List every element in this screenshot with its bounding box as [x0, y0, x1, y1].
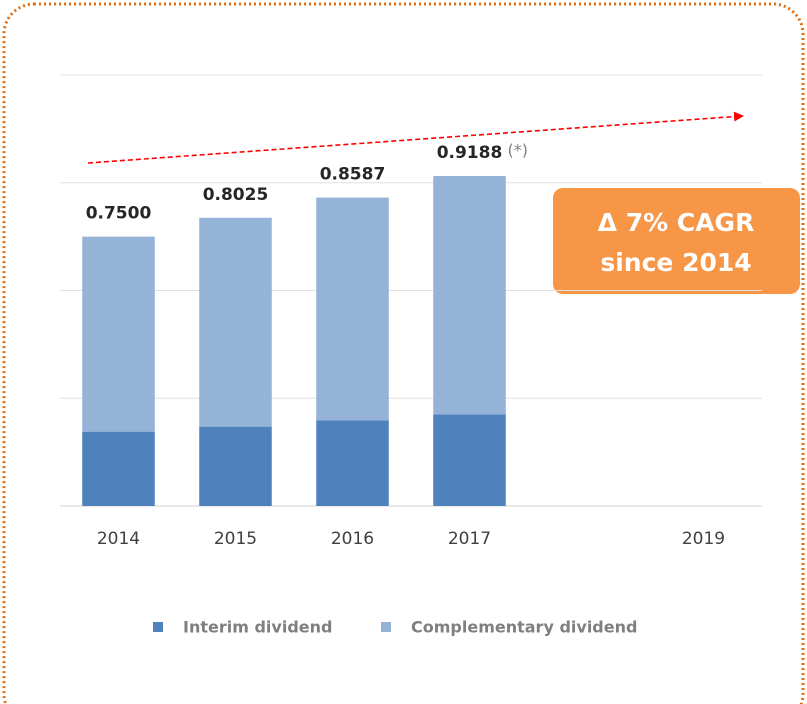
- callout-box: [553, 188, 800, 294]
- total-label: 0.7500: [86, 204, 152, 224]
- x-tick-label: 2014: [97, 529, 140, 549]
- legend-swatch: [153, 622, 163, 632]
- callout-text: Δ 7% CAGR: [598, 208, 755, 237]
- bar-segment: [199, 426, 272, 506]
- x-tick-label: 2017: [448, 529, 491, 549]
- legend-label: Complementary dividend: [411, 618, 637, 637]
- trend-arrow: [87, 111, 744, 164]
- bar-segment: [199, 217, 272, 427]
- x-tick-label: 2019: [682, 529, 725, 549]
- bar-segment: [433, 175, 506, 415]
- x-tick-label: 2016: [331, 529, 374, 549]
- bar-segment: [82, 431, 155, 506]
- bar-segment: [82, 236, 155, 432]
- bar-segment: [316, 420, 389, 506]
- annotation: (*): [508, 140, 528, 159]
- legend-label: Interim dividend: [183, 618, 332, 637]
- total-label: 0.8587: [320, 165, 386, 185]
- total-label: 0.8025: [203, 185, 269, 205]
- x-tick-label: 2015: [214, 529, 257, 549]
- bar-segment: [316, 197, 389, 421]
- legend-swatch: [381, 622, 391, 632]
- callout-text: since 2014: [600, 248, 751, 277]
- bar-segment: [433, 414, 506, 506]
- total-label: 0.9188: [437, 143, 503, 163]
